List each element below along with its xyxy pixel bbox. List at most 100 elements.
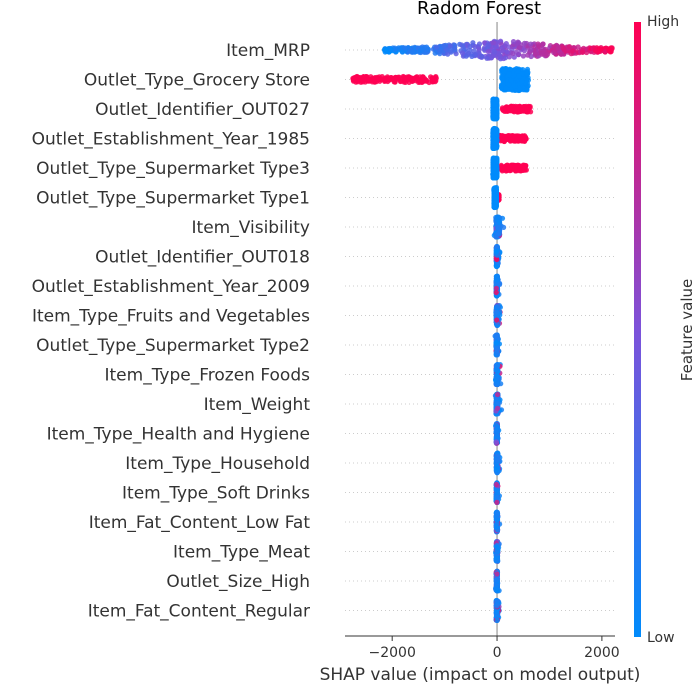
shap-dot [508, 108, 514, 114]
shap-dot [493, 285, 499, 291]
shap-dot [363, 74, 369, 80]
shap-dot [494, 424, 500, 430]
shap-dot [494, 273, 500, 279]
shap-dot [493, 439, 499, 445]
feature-row-dots [490, 125, 529, 151]
shap-dot [433, 44, 439, 50]
shap-dot [425, 46, 431, 53]
shap-dot [495, 225, 501, 231]
shap-dot [397, 46, 403, 52]
shap-dot [494, 263, 500, 270]
shap-dot [493, 340, 499, 346]
shap-dot [502, 165, 509, 171]
shap-dot [494, 509, 500, 515]
feature-row-dots [490, 96, 534, 122]
shap-dot [592, 48, 599, 54]
shap-dot [470, 40, 476, 46]
shap-dot [493, 332, 499, 338]
shap-dot [508, 86, 514, 92]
feature-row-dots [493, 302, 503, 328]
shap-dot [579, 49, 586, 55]
shap-dot [501, 68, 507, 74]
shap-dot [503, 41, 509, 47]
shap-dot [515, 39, 521, 45]
shap-dot [494, 514, 500, 520]
shap-dot [419, 47, 425, 53]
shap-dot [447, 43, 453, 49]
feature-row-dots [350, 66, 532, 94]
shap-dot [493, 429, 499, 435]
shap-dot [493, 577, 499, 583]
shap-dot [516, 73, 522, 79]
shap-dots [350, 38, 615, 624]
shap-dot [493, 199, 499, 205]
shap-dot [410, 49, 416, 55]
feature-row-dots [493, 361, 504, 388]
shap-dot [491, 167, 497, 174]
shap-dot [517, 135, 524, 141]
shap-dot [528, 41, 534, 47]
shap-dot [517, 86, 523, 93]
shap-dot [504, 108, 510, 114]
shap-dot [495, 400, 501, 406]
shap-dot [498, 165, 504, 171]
shap-dot [510, 163, 516, 169]
shap-dot [466, 50, 472, 56]
shap-dot [372, 79, 378, 85]
shap-dot [504, 49, 510, 55]
shap-dot [555, 45, 561, 51]
shap-dot [490, 114, 496, 120]
shap-dot [452, 47, 458, 53]
shap-dot [383, 48, 389, 54]
feature-row-dots [491, 184, 502, 211]
shap-dot [494, 584, 500, 591]
shap-dot [566, 44, 573, 50]
shap-dot [388, 46, 394, 53]
shap-dot [536, 44, 542, 50]
shap-dot [515, 163, 521, 169]
shap-dot [419, 77, 425, 83]
shap-dot [495, 391, 501, 398]
shap-dot [494, 457, 500, 463]
shap-dot [494, 555, 500, 561]
shap-dot [507, 66, 513, 72]
shap-dot [493, 159, 499, 165]
shap-dot [494, 376, 500, 382]
shap-dot [520, 104, 527, 110]
shap-dot [492, 145, 498, 151]
shap-dot [491, 101, 497, 107]
shap-dot [467, 43, 473, 50]
shap-dot [484, 55, 490, 61]
shap-dot [494, 499, 500, 505]
shap-dot [426, 79, 432, 86]
shap-dot [545, 51, 551, 57]
shap-dot [523, 87, 530, 93]
feature-row-dots [493, 597, 502, 624]
feature-row-dots [493, 450, 503, 476]
shap-dot [431, 76, 437, 82]
shap-dot [494, 256, 500, 263]
shap-dot [459, 50, 466, 56]
chart-title: Radom Forest [417, 0, 541, 19]
shap-dot [393, 75, 399, 81]
shap-dot [494, 380, 500, 386]
shap-dot [558, 51, 564, 57]
shap-dot [512, 108, 518, 114]
shap-dot [495, 363, 501, 369]
shap-dot [494, 487, 500, 493]
shap-dot [494, 244, 500, 250]
shap-dot [494, 464, 500, 470]
shap-dot [406, 74, 412, 81]
feature-row-dots [493, 509, 503, 535]
shap-dot [520, 162, 526, 168]
shap-dot [472, 43, 478, 50]
shap-dot [493, 289, 499, 296]
shap-dot [491, 193, 497, 199]
shap-dot [494, 317, 500, 323]
shap-dot [502, 55, 508, 61]
shap-dot [517, 103, 523, 109]
shap-dot [495, 405, 501, 411]
shap-dot [495, 230, 501, 236]
shap-dot [401, 74, 407, 80]
